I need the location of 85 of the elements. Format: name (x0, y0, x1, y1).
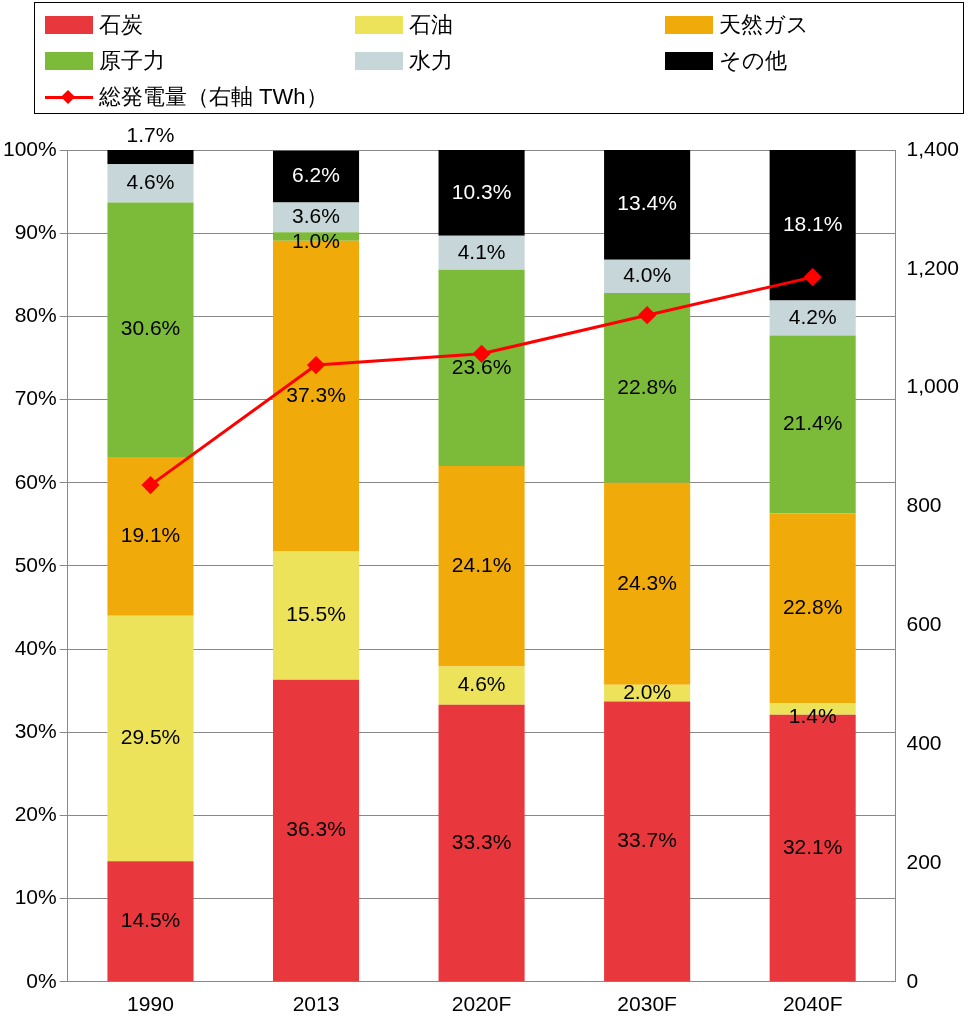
data-label: 29.5% (120, 725, 181, 749)
y2-tick-label: 0 (906, 968, 919, 992)
bar (438, 235, 525, 270)
data-label: 15.5% (286, 602, 346, 626)
data-label: 36.3% (286, 817, 346, 841)
y2-tick-label: 400 (906, 730, 942, 754)
bar (272, 679, 360, 982)
data-label: 22.8% (782, 595, 843, 619)
data-label: 21.4% (782, 411, 843, 435)
y2-tick-label: 200 (906, 849, 942, 873)
bar (769, 513, 856, 704)
bar (438, 269, 525, 467)
bar (438, 704, 525, 982)
x-tick-label: 2020F (451, 992, 512, 1016)
data-label: 10.3% (451, 179, 512, 203)
y-tick-label: 50% (14, 552, 57, 576)
data-label: 30.6% (120, 316, 181, 340)
x-tick-label: 2013 (292, 992, 340, 1016)
data-label: 4.0% (623, 263, 672, 287)
data-label: 2.0% (623, 679, 672, 703)
y-tick-label: 30% (14, 719, 57, 743)
data-label: 13.4% (617, 190, 677, 214)
y-tick-label: 0% (26, 968, 57, 992)
point (307, 356, 325, 374)
y2-tick-label: 800 (906, 493, 942, 517)
bar (438, 466, 525, 667)
legend-label: 石炭 (99, 11, 143, 39)
point (804, 268, 822, 286)
y2-tick-label: 1,400 (906, 136, 960, 160)
data-label: 32.1% (782, 834, 843, 858)
data-label: 24.3% (617, 570, 677, 594)
x-tick-label: 2040F (782, 992, 843, 1016)
data-label: 24.1% (451, 553, 512, 577)
point (638, 306, 656, 324)
y-tick-label: 80% (14, 303, 57, 327)
legend-label: 総発電量（右軸 TWh） (99, 83, 328, 111)
legend-label: 原子力 (99, 47, 165, 75)
data-label: 4.6% (457, 672, 506, 696)
data-label: 19.1% (120, 523, 181, 547)
data-label: 1.0% (292, 229, 340, 253)
bar (438, 666, 525, 705)
y2-tick-label: 1,000 (906, 374, 960, 398)
legend-label: 水力 (409, 47, 453, 75)
y-tick-label: 90% (14, 219, 57, 243)
bar (107, 861, 194, 982)
bar (604, 701, 691, 982)
x-tick-label: 2030F (617, 992, 677, 1016)
bar (107, 615, 194, 862)
bar (272, 550, 360, 680)
data-label: 33.3% (451, 829, 512, 853)
bar (604, 293, 691, 483)
data-label: 6.2% (292, 163, 340, 187)
y-tick-label: 70% (14, 386, 57, 410)
bar (107, 456, 194, 616)
data-label: 33.7% (617, 828, 677, 852)
y-tick-label: 10% (14, 885, 57, 909)
y-tick-label: 20% (14, 802, 57, 826)
x-tick-label: 1990 (127, 992, 174, 1016)
data-label: 1.7% (126, 122, 175, 146)
bar (604, 482, 691, 685)
y-tick-label: 60% (14, 469, 57, 493)
legend-label: その他 (719, 47, 787, 75)
bar (769, 150, 856, 301)
legend-label: 天然ガス (719, 11, 809, 39)
data-label: 22.8% (617, 374, 677, 398)
point (141, 476, 159, 494)
bar (272, 150, 360, 203)
data-label: 4.2% (788, 304, 837, 328)
data-label: 37.3% (286, 382, 346, 406)
bar (769, 335, 856, 514)
y2-tick-label: 600 (906, 612, 942, 636)
y-tick-label: 40% (14, 635, 57, 659)
bar (107, 150, 194, 165)
y2-tick-label: 1,200 (906, 255, 960, 279)
data-label: 3.6% (292, 204, 340, 228)
y-tick-label: 100% (2, 136, 57, 160)
data-label: 4.1% (457, 239, 506, 263)
data-label: 4.6% (126, 170, 175, 194)
legend-label: 石油 (409, 11, 453, 39)
bar (438, 150, 525, 236)
data-label: 14.5% (120, 908, 181, 932)
data-label: 18.1% (782, 212, 843, 236)
bar (107, 202, 194, 457)
data-label: 23.6% (451, 354, 512, 378)
bar (107, 164, 194, 203)
